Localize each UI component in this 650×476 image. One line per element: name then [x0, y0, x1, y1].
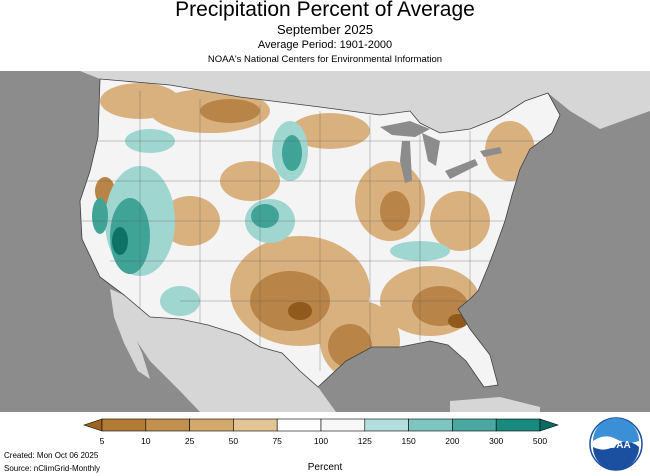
- legend-swatch: [408, 418, 453, 432]
- legend-arrow-low: [83, 418, 103, 432]
- noaa-logo: NOAA: [589, 417, 643, 471]
- legend-arrow-high: [539, 418, 559, 432]
- legend-tick-label: 75: [272, 436, 282, 446]
- legend-swatch: [233, 418, 278, 432]
- mexico-land: [120, 295, 336, 412]
- legend-tick-label: 125: [357, 436, 372, 446]
- map-subtitle-month: September 2025: [276, 22, 374, 37]
- canada-land: [80, 71, 650, 133]
- legend-colorbar: [83, 418, 559, 432]
- baja-land: [110, 289, 150, 379]
- data-source: Source: nClimGrid-Monthly: [4, 464, 101, 473]
- average-period: Average Period: 1901-2000: [257, 39, 393, 51]
- legend-unit-label: Percent: [307, 462, 343, 473]
- precipitation-map: [0, 71, 650, 412]
- legend-tick-label: 5: [99, 436, 105, 446]
- legend-tick-label: 10: [141, 436, 151, 446]
- legend-swatch: [189, 418, 234, 432]
- cuba-land: [450, 397, 540, 412]
- percent-legend: [0, 414, 650, 448]
- legend-swatch: [276, 418, 322, 432]
- source-organization: NOAA's National Centers for Environmenta…: [207, 54, 443, 65]
- legend-swatch: [145, 418, 190, 432]
- legend-swatch: [452, 418, 497, 432]
- noaa-logo-text: NOAA: [601, 440, 630, 451]
- legend-tick-label: 150: [401, 436, 416, 446]
- legend-swatch: [495, 418, 541, 432]
- map-title: Precipitation Percent of Average: [175, 0, 475, 21]
- legend-tick-label: 25: [184, 436, 195, 446]
- legend-tick-label: 500: [532, 436, 548, 446]
- state-boundaries: [82, 91, 540, 371]
- legend-tick-label: 100: [313, 436, 329, 446]
- great-lakes: [380, 121, 502, 183]
- legend-swatch: [320, 418, 366, 432]
- legend-tick-label: 200: [445, 436, 460, 446]
- created-date: Created: Mon Oct 06 2025: [4, 451, 99, 460]
- legend-tick-label: 50: [228, 436, 239, 446]
- wettest-layer: [112, 227, 128, 255]
- legend-swatch: [101, 418, 147, 432]
- legend-tick-label: 300: [489, 436, 504, 446]
- legend-swatch: [364, 418, 409, 432]
